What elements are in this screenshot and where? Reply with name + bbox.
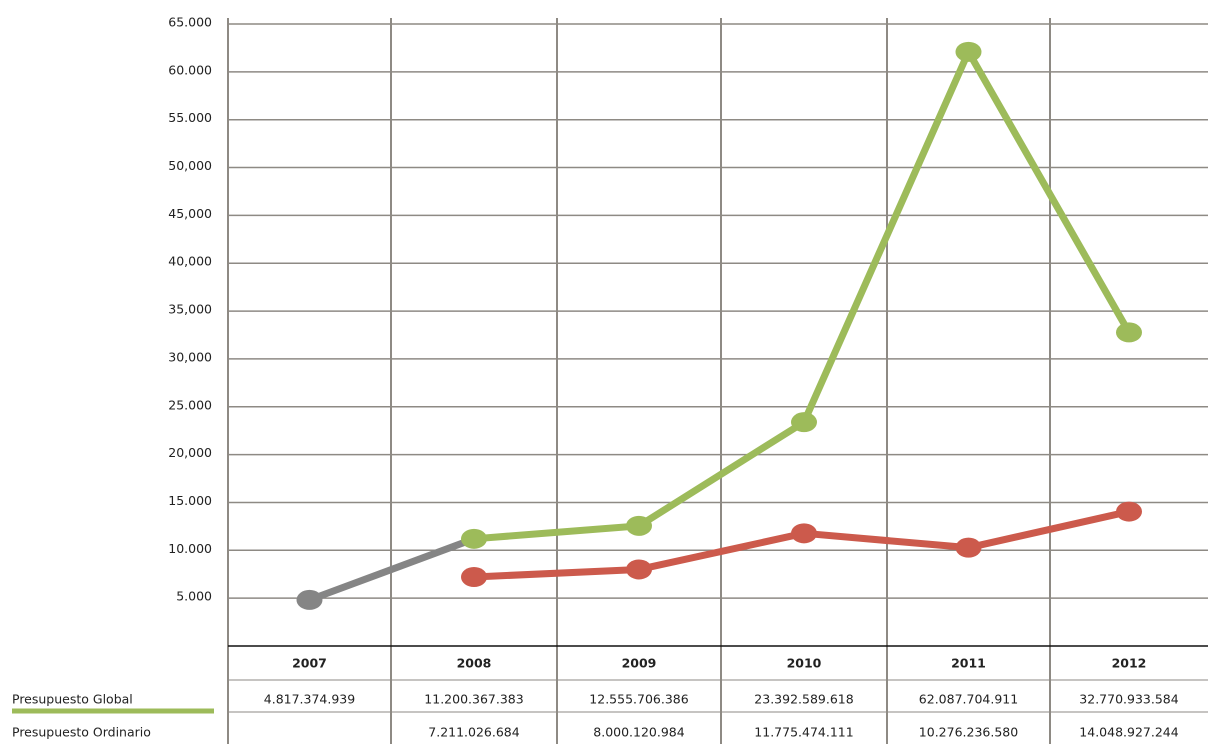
year-label: 2007 bbox=[292, 656, 327, 671]
series-line bbox=[965, 48, 1133, 336]
point bbox=[626, 559, 652, 580]
table-value: 12.555.706.386 bbox=[589, 692, 688, 707]
y-tick-label: 45,000 bbox=[168, 206, 212, 221]
point bbox=[791, 412, 817, 433]
point bbox=[955, 41, 982, 62]
table-value: 10.276.236.580 bbox=[919, 725, 1018, 740]
year-label: 2011 bbox=[951, 656, 986, 671]
point bbox=[1116, 501, 1142, 522]
table-value: 23.392.589.618 bbox=[754, 692, 853, 707]
point bbox=[296, 589, 323, 610]
point bbox=[791, 523, 817, 544]
table-value: 11.200.367.383 bbox=[424, 692, 523, 707]
series-line bbox=[470, 522, 643, 543]
y-tick-label: 30,000 bbox=[168, 349, 212, 364]
y-tick-label: 20,000 bbox=[168, 445, 212, 460]
y-tick-label: 10.000 bbox=[168, 541, 212, 556]
year-label: 2012 bbox=[1112, 656, 1147, 671]
y-tick-label: 25.000 bbox=[168, 397, 212, 412]
legend-label: Presupuesto Ordinario bbox=[12, 725, 151, 740]
table-value: 7.211.026.684 bbox=[428, 725, 519, 740]
point bbox=[955, 537, 982, 558]
year-label: 2010 bbox=[787, 656, 822, 671]
y-tick-label: 50,000 bbox=[168, 158, 212, 173]
legend-label: Presupuesto Global bbox=[12, 692, 133, 707]
point bbox=[1116, 322, 1142, 343]
y-tick-label: 65.000 bbox=[168, 15, 212, 30]
y-tick-label: 55.000 bbox=[168, 110, 212, 125]
table-value: 4.817.374.939 bbox=[264, 692, 355, 707]
year-label: 2008 bbox=[457, 656, 492, 671]
table-value: 62.087.704.911 bbox=[919, 692, 1018, 707]
table-value: 8.000.120.984 bbox=[593, 725, 684, 740]
y-tick-label: 60.000 bbox=[168, 62, 212, 77]
series-line bbox=[470, 565, 643, 581]
point bbox=[461, 528, 487, 549]
series-line bbox=[635, 529, 808, 573]
series-line bbox=[800, 48, 972, 426]
series-line bbox=[800, 529, 972, 552]
point bbox=[461, 566, 487, 587]
year-label: 2009 bbox=[622, 656, 657, 671]
series-line bbox=[965, 508, 1133, 552]
table-value: 11.775.474.111 bbox=[754, 725, 853, 740]
series-line bbox=[635, 418, 808, 530]
table-value: 14.048.927.244 bbox=[1079, 725, 1178, 740]
y-tick-label: 5.000 bbox=[176, 589, 212, 604]
series-line bbox=[306, 535, 478, 604]
y-tick-label: 15.000 bbox=[168, 493, 212, 508]
y-tick-label: 35,000 bbox=[168, 302, 212, 317]
table-value: 32.770.933.584 bbox=[1079, 692, 1178, 707]
point bbox=[626, 515, 652, 536]
y-tick-label: 40,000 bbox=[168, 254, 212, 269]
